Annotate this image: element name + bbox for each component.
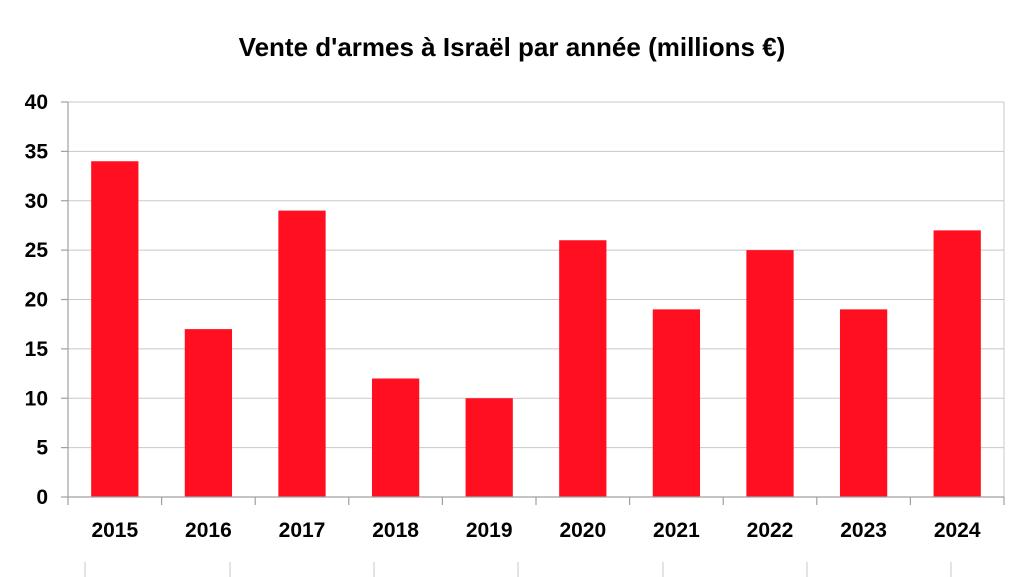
bar-2024 [933,230,981,497]
bar-2018 [371,378,420,497]
y-tick-label-15: 15 [25,338,49,361]
bar-2022 [746,250,794,497]
footer-separators [84,562,952,577]
axes [61,101,1005,505]
y-tick-labels: 0 5 10 15 20 25 30 35 40 [25,91,49,509]
bar-2023 [839,309,888,497]
x-tick-label-2017: 2017 [279,519,326,542]
x-tick-label-2018: 2018 [372,519,419,542]
bar-2019 [465,398,513,497]
y-tick-label-20: 20 [25,289,48,312]
bar-2020 [559,240,607,497]
y-tick-label-25: 25 [25,239,49,262]
bar-2016 [184,329,233,497]
bar-2015 [91,161,139,497]
x-tick-label-2016: 2016 [185,519,232,542]
y-tick-label-35: 35 [25,140,49,163]
x-tick-label-2020: 2020 [559,519,606,542]
bars [91,161,981,497]
chart-title: Vente d'armes à Israël par année (millio… [239,32,786,62]
bar-2017 [278,210,326,497]
x-tick-label-2022: 2022 [747,519,794,542]
y-tick-label-40: 40 [25,91,48,114]
x-tick-label-2015: 2015 [91,519,138,542]
y-tick-label-0: 0 [36,486,48,509]
y-tick-label-5: 5 [36,437,48,460]
y-tick-label-30: 30 [25,190,48,213]
y-tick-label-10: 10 [25,387,48,410]
x-tick-label-2021: 2021 [653,519,700,542]
x-tick-labels: 2015 2016 2017 2018 2019 2020 2021 2022 2023 2024 [91,519,980,542]
x-tick-label-2019: 2019 [466,519,513,542]
bar-2021 [652,309,701,497]
x-tick-label-2023: 2023 [840,519,887,542]
x-tick-label-2024: 2024 [934,519,981,542]
